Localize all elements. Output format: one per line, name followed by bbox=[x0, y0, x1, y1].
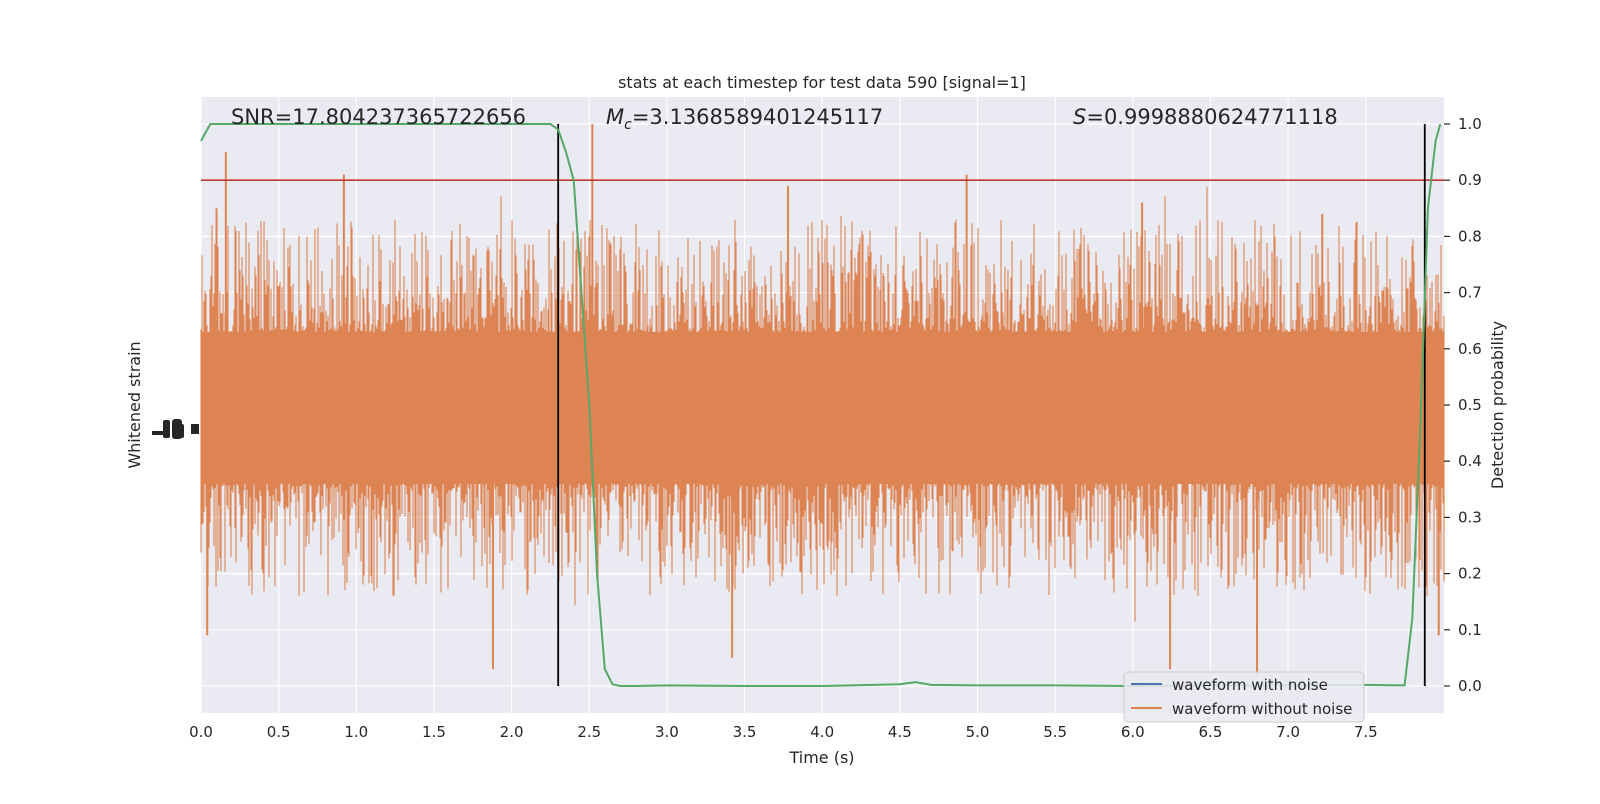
legend-label-noise: waveform with noise bbox=[1172, 676, 1328, 694]
strain-trace bbox=[200, 186, 1445, 622]
y-tick-label-7: 0.7 bbox=[1458, 284, 1482, 302]
x-ticks: 0.0 0.5 1.0 1.5 2.0 2.5 3.0 3.5 4.0 4.5 5.0 5.5 6.0 6… bbox=[189, 723, 1378, 741]
left-tick-cluster-icon bbox=[152, 419, 199, 439]
y-tick-label-5: 0.5 bbox=[1458, 396, 1482, 414]
probability-line bbox=[200, 123, 1442, 688]
x-tick-label-6: 3.0 bbox=[655, 723, 679, 741]
score-annotation: S=0.9998880624771118 bbox=[1073, 105, 1338, 129]
y-tick-label-2: 0.2 bbox=[1458, 565, 1482, 583]
x-tick-label-15: 7.5 bbox=[1354, 723, 1378, 741]
y-axis-label-right: Detection probability bbox=[1488, 321, 1507, 489]
x-tick-label-4: 2.0 bbox=[500, 723, 524, 741]
y-tick-label-1: 0.1 bbox=[1458, 621, 1482, 639]
x-tick-label-7: 3.5 bbox=[733, 723, 757, 741]
legend: waveform with noise waveform without noi… bbox=[1123, 671, 1365, 723]
y-tick-label-0: 0.0 bbox=[1458, 677, 1482, 695]
x-tick-label-10: 5.0 bbox=[966, 723, 990, 741]
x-tick-label-11: 5.5 bbox=[1043, 723, 1067, 741]
y-axis-label-left: Whitened strain bbox=[125, 341, 144, 468]
snr-annotation: SNR=17.804237365722656 bbox=[231, 105, 526, 129]
legend-box bbox=[1123, 671, 1365, 723]
x-tick-label-2: 1.0 bbox=[344, 723, 368, 741]
chart-title: stats at each timestep for test data 590… bbox=[618, 73, 1026, 92]
x-axis-label: Time (s) bbox=[788, 748, 854, 767]
x-tick-label-0: 0.0 bbox=[189, 723, 213, 741]
y-tick-label-9: 0.9 bbox=[1458, 171, 1482, 189]
event-vlines bbox=[557, 124, 1426, 686]
x-tick-label-12: 6.0 bbox=[1121, 723, 1145, 741]
strain-series bbox=[200, 124, 1445, 675]
x-tick-label-14: 7.0 bbox=[1276, 723, 1300, 741]
y-ticks-right: 0.0 0.1 0.2 0.3 0.4 0.5 0.6 0.7 0.8 0.9 1.0 bbox=[1444, 115, 1482, 695]
y-tick-label-4: 0.4 bbox=[1458, 452, 1482, 470]
x-tick-label-3: 1.5 bbox=[422, 723, 446, 741]
x-tick-label-9: 4.5 bbox=[888, 723, 912, 741]
chirp-mass-annotation: Mc=3.1368589401245117 bbox=[606, 105, 883, 133]
x-tick-label-13: 6.5 bbox=[1199, 723, 1223, 741]
y-tick-label-8: 0.8 bbox=[1458, 227, 1482, 245]
y-tick-label-10: 1.0 bbox=[1458, 115, 1482, 133]
legend-label-clean: waveform without noise bbox=[1172, 700, 1352, 718]
probability-series bbox=[200, 123, 1442, 688]
x-tick-label-1: 0.5 bbox=[267, 723, 291, 741]
y-tick-label-3: 0.3 bbox=[1458, 508, 1482, 526]
x-tick-label-8: 4.0 bbox=[810, 723, 834, 741]
y-tick-label-6: 0.6 bbox=[1458, 340, 1482, 358]
x-tick-label-5: 2.5 bbox=[577, 723, 601, 741]
